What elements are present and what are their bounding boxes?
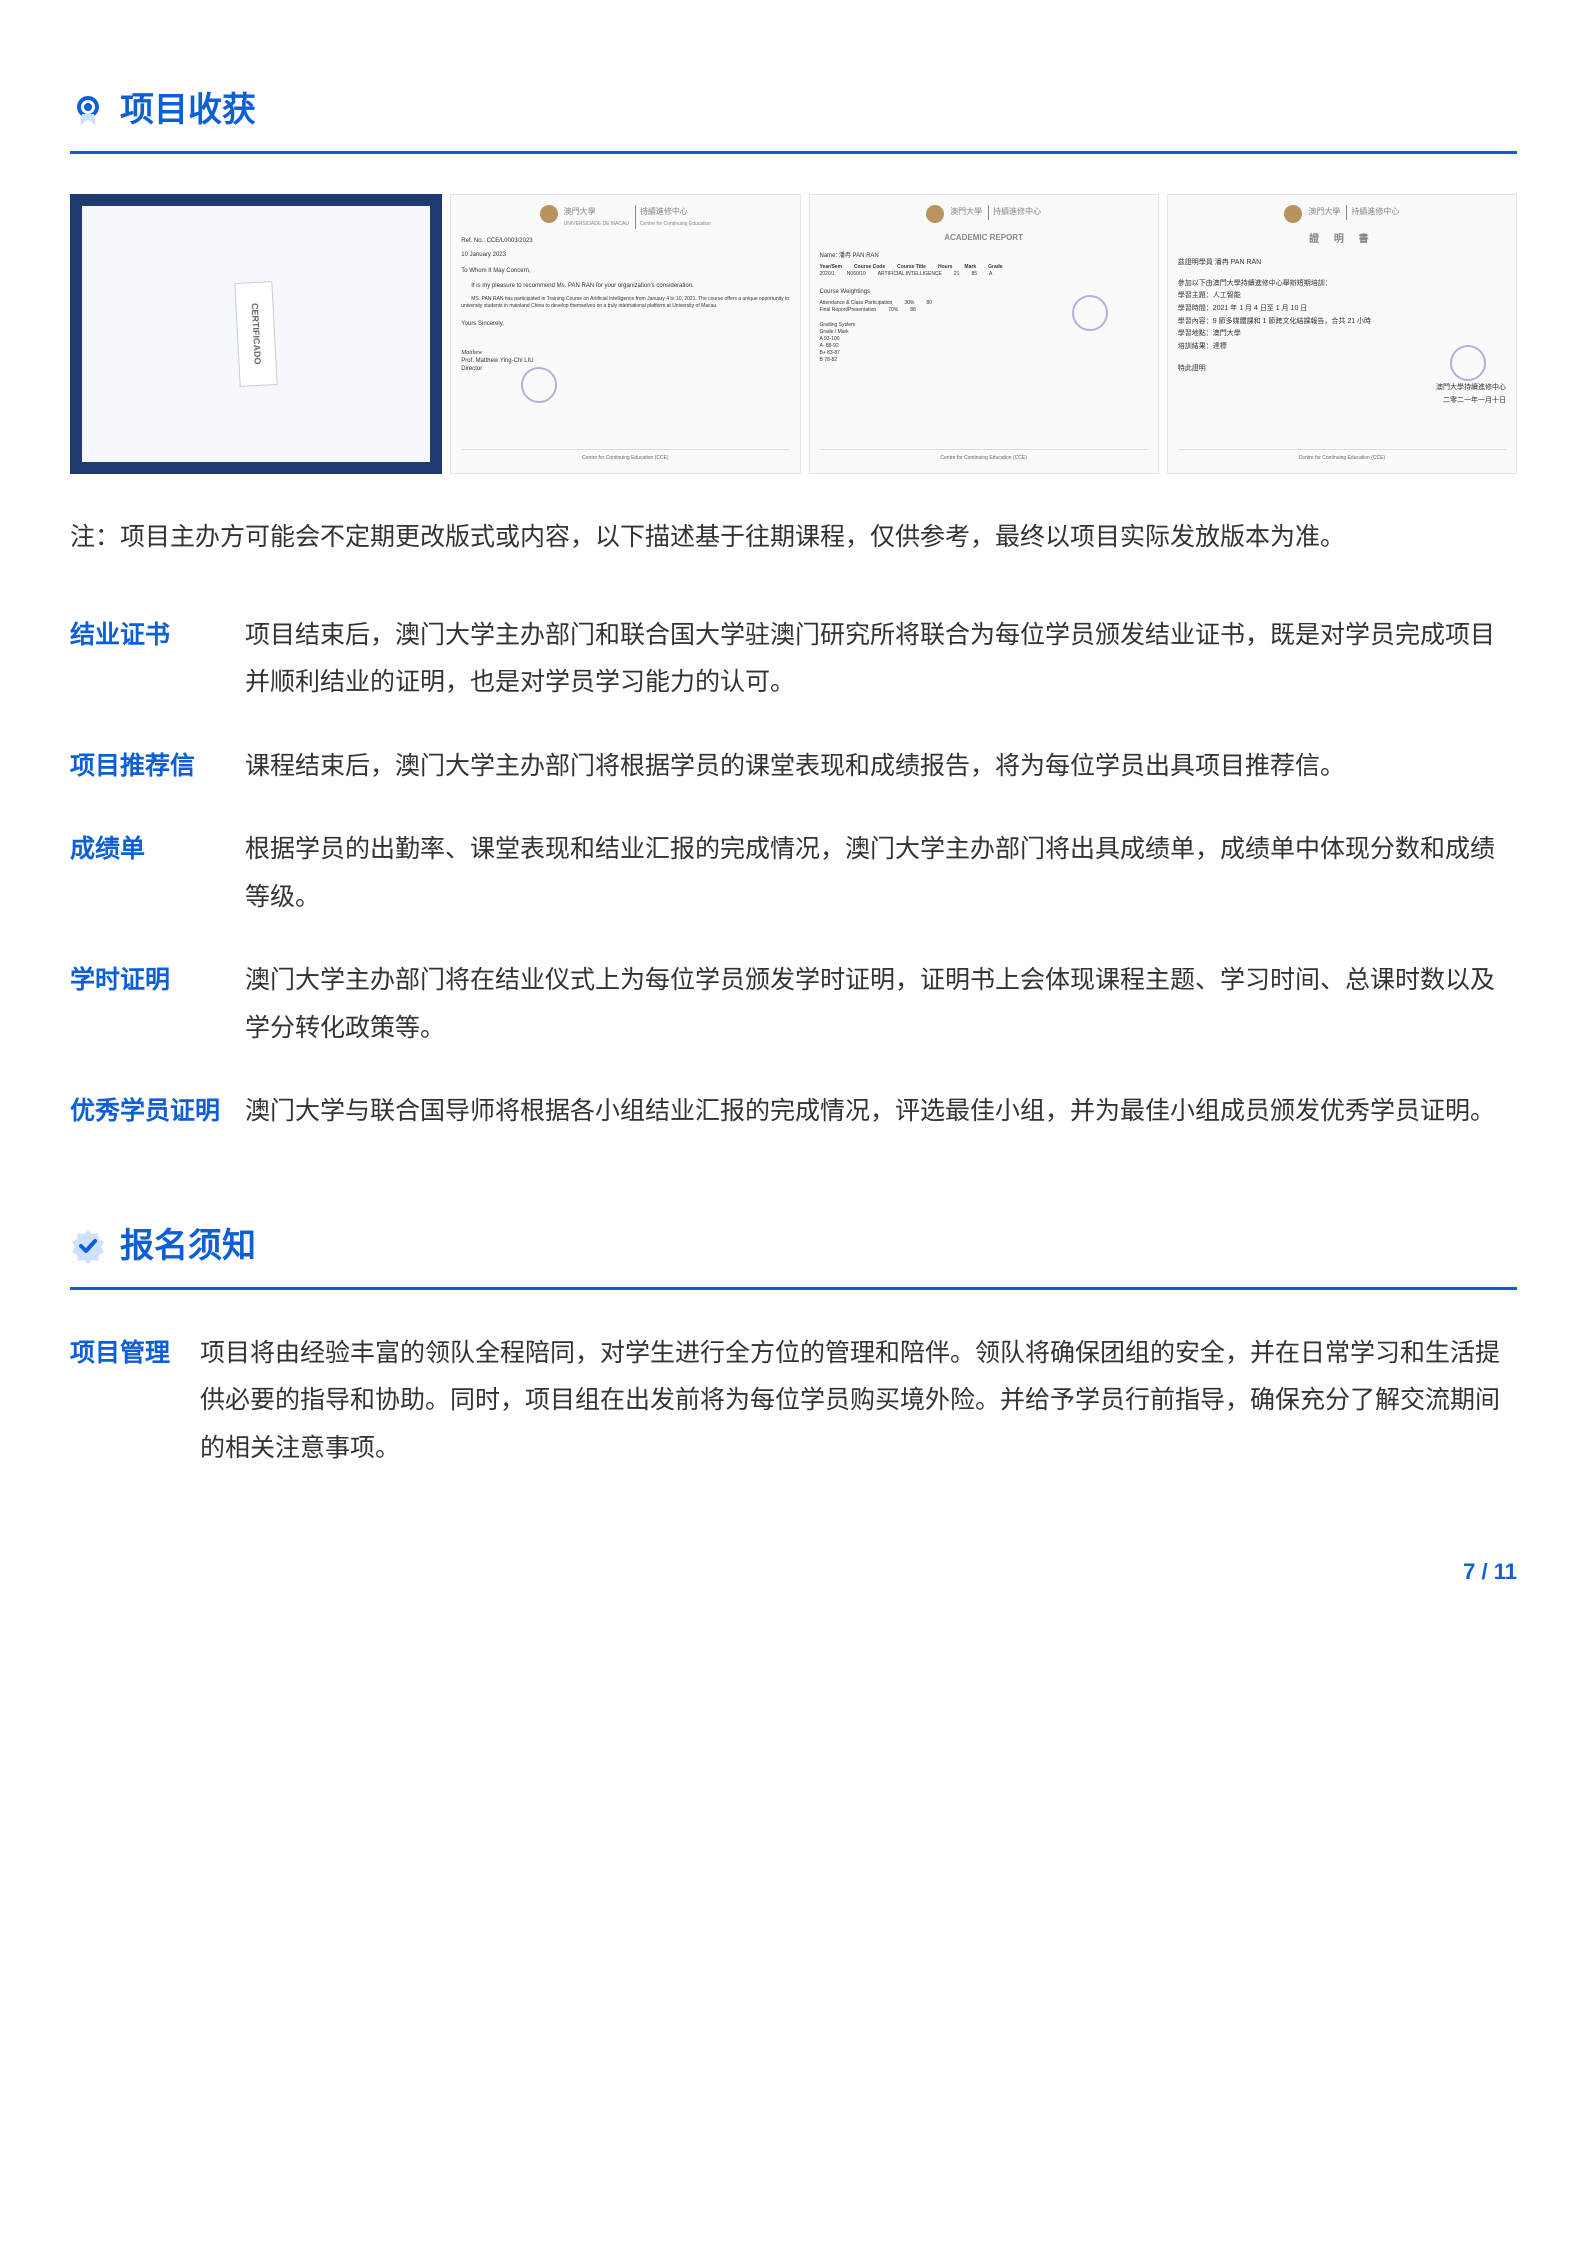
section-harvest: 项目收获 CERTIFICADO 澳門大學 UNIVERSIDADE DE MA… [70,80,1517,1136]
item-label: 优秀学员证明 [70,1088,245,1136]
item-desc: 澳门大学主办部门将在结业仪式上为每位学员颁发学时证明，证明书上会体现课程主题、学… [245,957,1517,1052]
item-certificate: 结业证书 项目结束后，澳门大学主办部门和联合国大学驻澳门研究所将联合为每位学员颁… [70,612,1517,707]
stamp-icon [1450,345,1486,381]
cert-3-header: 澳門大學 持續進修中心 [820,205,1148,223]
cert-2-header: 澳門大學 UNIVERSIDADE DE MACAU 持續進修中心 Centre… [461,205,789,228]
cert-2-body: Ref. No.: CCE/L0003/2023 10 January 2023… [461,237,789,374]
section-header: 报名须知 [70,1216,1517,1277]
section-divider [70,151,1517,154]
section-title: 项目收获 [120,80,256,141]
page-number: 7 / 11 [1463,1552,1517,1592]
info-project-management: 项目管理 项目将由经验丰富的领队全程陪同，对学生进行全方位的管理和陪伴。领队将确… [70,1330,1517,1473]
item-hours-proof: 学时证明 澳门大学主办部门将在结业仪式上为每位学员颁发学时证明，证明书上会体现课… [70,957,1517,1052]
info-label: 项目管理 [70,1330,200,1378]
section-divider [70,1287,1517,1290]
ribbon-icon [70,93,106,129]
item-label: 成绩单 [70,826,245,874]
certificate-4: 澳門大學 持續進修中心 證 明 書 茲證明學員 潘冉 PAN RAN 參加以下由… [1167,194,1517,474]
university-logo-icon [540,205,558,223]
cert-1-content: CERTIFICADO [226,273,286,395]
item-label: 项目推荐信 [70,743,245,791]
cert-4-header: 澳門大學 持續進修中心 [1178,205,1506,223]
section-registration: 报名须知 项目管理 项目将由经验丰富的领队全程陪同，对学生进行全方位的管理和陪伴… [70,1216,1517,1473]
item-desc: 澳门大学与联合国导师将根据各小组结业汇报的完成情况，评选最佳小组，并为最佳小组成… [245,1088,1517,1136]
note-text: 注：项目主办方可能会不定期更改版式或内容，以下描述基于往期课程，仅供参考，最终以… [70,514,1517,562]
stamp-icon [1072,295,1108,331]
item-excellent-student: 优秀学员证明 澳门大学与联合国导师将根据各小组结业汇报的完成情况，评选最佳小组，… [70,1088,1517,1136]
item-label: 结业证书 [70,612,245,660]
certificate-2: 澳門大學 UNIVERSIDADE DE MACAU 持續進修中心 Centre… [450,194,800,474]
university-logo-icon [926,205,944,223]
certificate-1: CERTIFICADO [70,194,442,474]
certificate-3: 澳門大學 持續進修中心 ACADEMIC REPORT Name: 潘冉 PAN… [809,194,1159,474]
cert-4-body: 茲證明學員 潘冉 PAN RAN 參加以下由澳門大學持續進修中心舉辦短期培訓： … [1178,257,1506,407]
cert-4-footer: Centre for Continuing Education (CCE) [1178,449,1506,463]
item-recommendation: 项目推荐信 课程结束后，澳门大学主办部门将根据学员的课堂表现和成绩报告，将为每位… [70,743,1517,791]
cert-3-title: ACADEMIC REPORT [820,231,1148,245]
section-title: 报名须知 [120,1216,256,1277]
info-desc: 项目将由经验丰富的领队全程陪同，对学生进行全方位的管理和陪伴。领队将确保团组的安… [200,1330,1517,1473]
cert-2-footer: Centre for Continuing Education (CCE) [461,449,789,463]
item-desc: 课程结束后，澳门大学主办部门将根据学员的课堂表现和成绩报告，将为每位学员出具项目… [245,743,1517,791]
item-label: 学时证明 [70,957,245,1005]
item-desc: 项目结束后，澳门大学主办部门和联合国大学驻澳门研究所将联合为每位学员颁发结业证书… [245,612,1517,707]
harvest-items: 结业证书 项目结束后，澳门大学主办部门和联合国大学驻澳门研究所将联合为每位学员颁… [70,612,1517,1136]
cert-3-footer: Centre for Continuing Education (CCE) [820,449,1148,463]
section-header: 项目收获 [70,80,1517,141]
item-desc: 根据学员的出勤率、课堂表现和结业汇报的完成情况，澳门大学主办部门将出具成绩单，成… [245,826,1517,921]
university-logo-icon [1284,205,1302,223]
stamp-icon [521,367,557,403]
certificate-thumbnails: CERTIFICADO 澳門大學 UNIVERSIDADE DE MACAU 持… [70,194,1517,474]
item-transcript: 成绩单 根据学员的出勤率、课堂表现和结业汇报的完成情况，澳门大学主办部门将出具成… [70,826,1517,921]
cert-4-title: 證 明 書 [1178,231,1506,249]
check-badge-icon [70,1228,106,1264]
